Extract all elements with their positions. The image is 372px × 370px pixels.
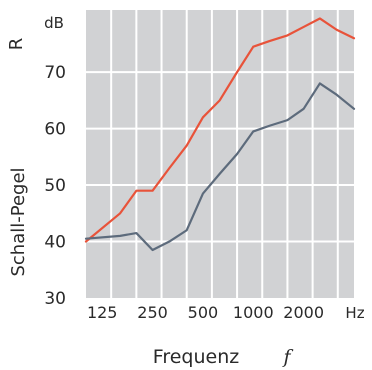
x-tick-label: 250	[137, 303, 168, 322]
x-tick-label: 500	[188, 303, 219, 322]
series-layer	[84, 17, 356, 252]
y-axis-letter: R	[6, 38, 27, 51]
y-tick-label: 30	[44, 289, 66, 309]
grid-lines	[86, 10, 354, 298]
y-axis-label: Schall-Pegel	[8, 167, 29, 276]
x-tick-label: 2000	[283, 303, 324, 322]
x-tick-label: 1000	[233, 303, 274, 322]
y-unit-label: dB	[44, 14, 64, 32]
tick-labels: 30 40 50 60 70 125 250 500 1000 2000	[44, 63, 324, 322]
x-unit-label: Hz	[345, 304, 364, 322]
y-tick-label: 70	[44, 63, 66, 83]
x-axis-label: Frequenz	[153, 346, 239, 368]
y-tick-label: 40	[44, 233, 66, 253]
x-axis-symbol: f	[281, 346, 293, 368]
series-line-2	[84, 82, 356, 252]
x-tick-label: 125	[87, 303, 118, 322]
y-tick-label: 50	[44, 176, 66, 196]
y-tick-label: 60	[44, 120, 66, 140]
series-line-1	[84, 17, 356, 243]
plot-area	[86, 10, 354, 298]
